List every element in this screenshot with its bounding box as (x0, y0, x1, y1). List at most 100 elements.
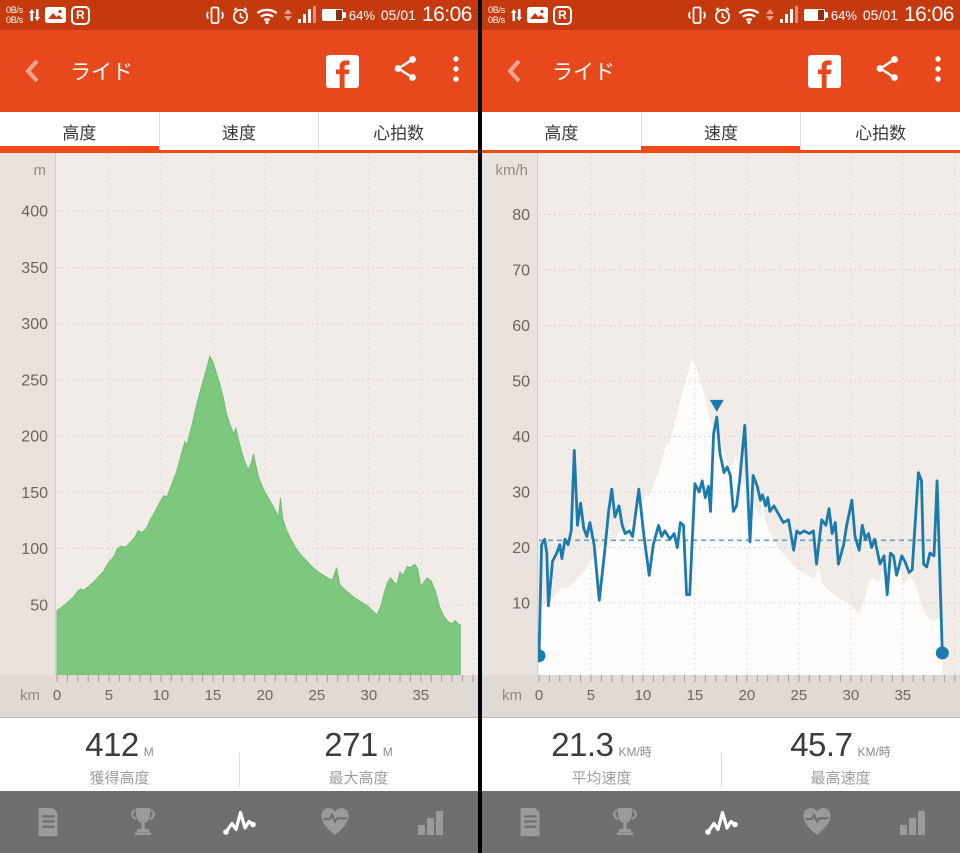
chart-tabs: 高度 速度 心拍数 (0, 112, 478, 153)
nav-heartrate[interactable] (769, 791, 865, 853)
overflow-dots-icon (935, 55, 941, 82)
battery-percent: 64% (830, 7, 857, 23)
svg-text:350: 350 (21, 260, 48, 277)
share-icon (394, 56, 416, 81)
svg-text:10: 10 (153, 687, 170, 704)
tab-altitude[interactable]: 高度 (0, 112, 159, 153)
elevation-area (56, 354, 461, 676)
status-right: 64% 05/01 16:06 (687, 3, 955, 27)
svg-text:15: 15 (687, 687, 704, 704)
facebook-share-button[interactable] (326, 54, 359, 88)
altitude-chart-area: 50 100 150 200 250 300 350 400 m 0 5 10 15 20 25 30 35 km (0, 153, 478, 718)
stat-value: 271 (324, 725, 378, 763)
stats-icon (900, 811, 926, 835)
wifi-traffic-arrows-icon (283, 9, 292, 21)
share-button[interactable] (391, 54, 420, 88)
notes-icon (38, 807, 58, 837)
trophy-icon (613, 808, 638, 835)
nav-trophy[interactable] (578, 791, 674, 853)
app-header: ライド (0, 30, 478, 112)
svg-text:100: 100 (21, 541, 48, 558)
svg-text:10: 10 (635, 687, 652, 704)
svg-text:30: 30 (361, 687, 378, 704)
wifi-traffic-arrows-icon (765, 9, 774, 21)
tab-heartrate[interactable]: 心拍数 (318, 112, 478, 150)
share-button[interactable] (873, 54, 902, 88)
svg-text:0: 0 (535, 687, 543, 704)
tab-speed[interactable]: 速度 (640, 112, 801, 153)
stat-max-speed: 45.7 KM/時 最高速度 (721, 718, 960, 791)
updown-arrows-icon (28, 9, 40, 21)
overflow-menu-button[interactable] (934, 54, 942, 89)
svg-text:20: 20 (739, 687, 756, 704)
speed-chart-area: 10 20 30 40 50 60 70 80 km/h 0 5 10 15 20 25 30 35 km (482, 153, 960, 718)
nav-notes[interactable] (482, 791, 578, 853)
nav-stats[interactable] (864, 791, 960, 853)
y-axis-unit: km/h (495, 162, 528, 179)
stat-label: 平均速度 (571, 769, 632, 787)
heart-icon (803, 808, 831, 835)
status-left: 0B/s 0B/s R (6, 5, 90, 25)
max-speed-marker (709, 399, 724, 412)
tab-heartrate[interactable]: 心拍数 (800, 112, 960, 150)
stat-label: 最大高度 (328, 769, 389, 787)
svg-text:70: 70 (512, 263, 530, 280)
stat-unit: KM/時 (618, 744, 652, 759)
wifi-icon (256, 8, 278, 24)
battery-percent: 64% (348, 7, 375, 23)
stat-value: 45.7 (790, 725, 853, 763)
wifi-icon (738, 8, 760, 24)
altitude-chart: 50 100 150 200 250 300 350 400 m 0 5 10 15 20 25 30 35 km (0, 153, 478, 718)
svg-text:50: 50 (512, 374, 530, 391)
heart-icon (321, 808, 349, 835)
svg-text:200: 200 (21, 429, 48, 446)
svg-text:20: 20 (257, 687, 274, 704)
tab-speed[interactable]: 速度 (158, 112, 319, 150)
svg-text:150: 150 (21, 485, 48, 502)
status-time: 16:06 (903, 3, 955, 26)
nav-stats[interactable] (382, 791, 478, 853)
facebook-share-button[interactable] (808, 54, 841, 88)
status-bar: 0B/s 0B/s R 64% 05/01 16:06 (0, 0, 478, 30)
gallery-icon (44, 7, 66, 23)
nav-heartrate[interactable] (287, 791, 383, 853)
stat-value: 412 (85, 725, 139, 763)
back-chevron-icon (25, 59, 39, 83)
svg-text:400: 400 (21, 204, 48, 221)
back-button[interactable] (506, 58, 522, 84)
facebook-icon (336, 60, 350, 88)
nav-notes[interactable] (0, 791, 96, 853)
nav-pulse[interactable] (673, 791, 769, 853)
alarm-icon (232, 6, 248, 24)
stat-average-speed: 21.3 KM/時 平均速度 (482, 718, 721, 791)
stat-elevation-gain: 412 M 獲得高度 (0, 718, 239, 791)
svg-text:30: 30 (843, 687, 860, 704)
nav-trophy[interactable] (96, 791, 192, 853)
speed-chart: 10 20 30 40 50 60 70 80 km/h 0 5 10 15 20 25 30 35 km (482, 153, 960, 718)
svg-text:50: 50 (30, 597, 48, 614)
gallery-icon (526, 7, 548, 23)
vibrate-icon (206, 6, 224, 24)
x-axis-unit: km (20, 687, 40, 704)
svg-text:40: 40 (512, 429, 530, 446)
svg-text:15: 15 (205, 687, 222, 704)
network-rates: 0B/s 0B/s (488, 5, 505, 25)
svg-text:60: 60 (512, 318, 530, 335)
back-button[interactable] (24, 58, 40, 84)
svg-text:10: 10 (512, 596, 530, 613)
stat-max-altitude: 271 M 最大高度 (239, 718, 478, 791)
alarm-icon (714, 6, 730, 24)
speed-line (537, 415, 944, 658)
tab-altitude[interactable]: 高度 (544, 123, 579, 143)
notes-icon (520, 807, 540, 837)
app-header: ライド (482, 30, 960, 112)
battery-icon (321, 9, 346, 21)
stat-value: 21.3 (551, 725, 614, 763)
overflow-menu-button[interactable] (452, 54, 460, 89)
trophy-icon (131, 808, 156, 835)
stat-unit: M (143, 744, 154, 759)
network-rates: 0B/s 0B/s (6, 5, 23, 25)
nav-pulse[interactable] (191, 791, 287, 853)
summary-stats: 412 M 獲得高度 271 M 最大高度 (0, 718, 478, 791)
status-bar: 0B/s 0B/s R 64% 05/01 16:06 (482, 0, 960, 30)
